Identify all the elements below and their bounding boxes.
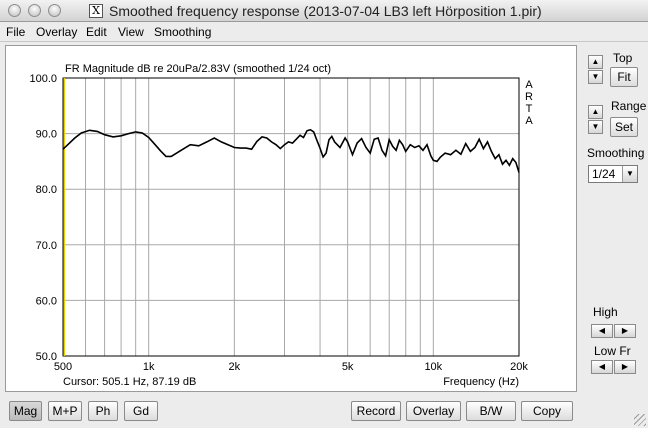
y-tick-label: 80.0 (36, 184, 57, 196)
mag-button[interactable]: Mag (9, 401, 42, 421)
x-tick-label: 20k (510, 361, 528, 373)
top-up-button[interactable]: ▲ (588, 55, 603, 69)
top-down-button[interactable]: ▼ (588, 70, 603, 84)
x-tick-label: 1k (143, 361, 155, 373)
chart-title: FR Magnitude dB re 20uPa/2.83V (smoothed… (65, 63, 331, 75)
x-axis-label: Frequency (Hz) (443, 376, 519, 388)
menu-file[interactable]: File (6, 25, 26, 39)
fit-button[interactable]: Fit (610, 67, 638, 87)
x11-icon: X (89, 4, 103, 18)
x-tick-label: 2k (229, 361, 241, 373)
y-tick-label: 100.0 (29, 73, 57, 85)
phase-button[interactable]: Ph (88, 401, 118, 421)
smoothing-value: 1/24 (592, 167, 616, 181)
lowfr-left-button[interactable]: ◀ (591, 360, 613, 374)
zoom-window-button[interactable] (48, 4, 61, 17)
menu-smoothing[interactable]: Smoothing (154, 25, 212, 39)
copy-button[interactable]: Copy (521, 401, 573, 421)
title-bar: X Smoothed frequency response (2013-07-0… (0, 0, 648, 22)
chart-panel: 50.0 60.0 70.0 80.0 90.0 100.0 500 1k 2k 5k 10k 20k… (5, 45, 577, 392)
y-tick-label: 50.0 (36, 351, 57, 363)
menu-overlay[interactable]: Overlay (36, 25, 78, 39)
arta-letter: R (525, 91, 533, 103)
y-tick-label: 90.0 (36, 129, 57, 141)
top-label: Top (613, 51, 633, 65)
lowfr-label: Low Fr (594, 344, 631, 358)
bw-button[interactable]: B/W (466, 401, 516, 421)
y-tick-label: 60.0 (36, 295, 57, 307)
lowfr-right-button[interactable]: ▶ (614, 360, 636, 374)
minimize-window-button[interactable] (28, 4, 41, 17)
group-delay-button[interactable]: Gd (124, 401, 158, 421)
plot-border (62, 77, 520, 357)
menu-edit[interactable]: Edit (86, 25, 107, 39)
series-line-magnitude (62, 128, 520, 173)
x-tick-label: 5k (342, 361, 354, 373)
overlay-button[interactable]: Overlay (406, 401, 461, 421)
arta-letter: A (525, 115, 533, 127)
arta-letter: A (525, 79, 533, 91)
window-title: Smoothed frequency response (2013-07-04 … (109, 3, 542, 19)
menu-view[interactable]: View (118, 25, 144, 39)
cursor-readout: Cursor: 505.1 Hz, 87.19 dB (63, 376, 196, 388)
record-button[interactable]: Record (351, 401, 401, 421)
high-label: High (593, 305, 618, 319)
x-tick-label: 10k (424, 361, 442, 373)
close-window-button[interactable] (8, 4, 21, 17)
resize-grip-icon[interactable] (634, 414, 646, 426)
high-right-button[interactable]: ▶ (614, 324, 636, 338)
high-left-button[interactable]: ◀ (591, 324, 613, 338)
arta-letter: T (526, 103, 533, 115)
chevron-down-icon: ▼ (622, 166, 637, 182)
set-button[interactable]: Set (610, 117, 638, 137)
smoothing-select[interactable]: 1/24 ▼ (588, 165, 638, 183)
range-label: Range (611, 99, 647, 113)
range-up-button[interactable]: ▲ (588, 105, 603, 119)
mag-phase-button[interactable]: M+P (48, 401, 82, 421)
x-tick-label: 500 (54, 361, 72, 373)
y-tick-label: 70.0 (36, 240, 57, 252)
frequency-response-chart[interactable]: 50.0 60.0 70.0 80.0 90.0 100.0 500 1k 2k 5k 10k 20k… (6, 46, 576, 391)
smoothing-label: Smoothing (587, 146, 645, 160)
range-down-button[interactable]: ▼ (588, 120, 603, 134)
menu-bar: File Overlay Edit View Smoothing (0, 22, 648, 42)
